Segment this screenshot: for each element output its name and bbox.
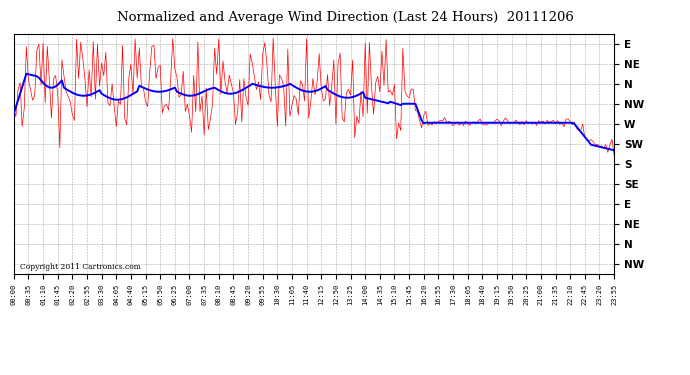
Text: Copyright 2011 Cartronics.com: Copyright 2011 Cartronics.com [20,263,141,272]
Text: Normalized and Average Wind Direction (Last 24 Hours)  20111206: Normalized and Average Wind Direction (L… [117,11,573,24]
